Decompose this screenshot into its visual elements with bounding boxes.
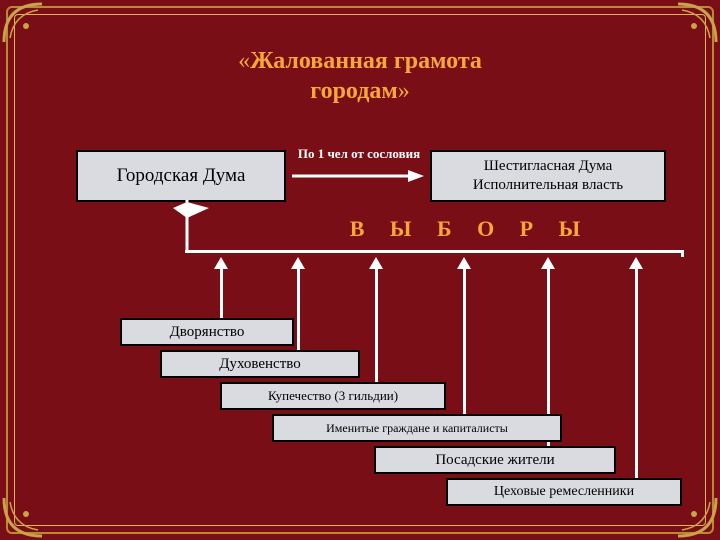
elections-label: В Ы Б О Р Ы	[260, 216, 680, 242]
estate-label: Именитые граждане и капиталисты	[326, 421, 508, 436]
corner-ornament	[674, 0, 720, 46]
estate-label: Духовенство	[219, 356, 301, 373]
estate-box: Духовенство	[160, 350, 360, 378]
estate-box: Дворянство	[120, 318, 294, 346]
estate-label: Дворянство	[170, 324, 245, 341]
arrow-label: По 1 чел от сословия	[290, 146, 428, 162]
title-line2: городам	[310, 78, 397, 104]
estate-box: Цеховые ремесленники	[446, 478, 682, 506]
estate-box: Именитые граждане и капиталисты	[272, 414, 562, 442]
riser-arrow	[629, 257, 643, 478]
box-city-duma: Городская Дума	[76, 150, 286, 202]
arrow-right-icon	[292, 168, 424, 184]
flag-icon	[173, 200, 209, 250]
estate-label: Цеховые ремесленники	[494, 484, 634, 500]
corner-ornament	[0, 0, 46, 46]
bus-line	[185, 250, 683, 253]
corner-ornament	[0, 494, 46, 540]
riser-arrow	[457, 257, 471, 414]
box-six-voice-duma: Шестигласная Дума Исполнительная власть	[430, 150, 666, 202]
box-six-voice-duma-label: Шестигласная Дума Исполнительная власть	[473, 157, 623, 195]
open-quote: «	[238, 48, 250, 74]
slide-title: «Жалованная грамота городам»	[0, 46, 720, 106]
estate-label: Посадские жители	[435, 452, 554, 469]
estate-box: Посадские жители	[374, 446, 616, 474]
box-city-duma-label: Городская Дума	[117, 165, 246, 187]
riser-arrow	[214, 257, 228, 318]
riser-arrow	[369, 257, 383, 382]
estate-box: Купечество (3 гильдии)	[220, 382, 446, 410]
estate-label: Купечество (3 гильдии)	[268, 388, 398, 404]
close-quote: »	[398, 78, 410, 104]
title-line1: Жалованная грамота	[250, 48, 482, 74]
